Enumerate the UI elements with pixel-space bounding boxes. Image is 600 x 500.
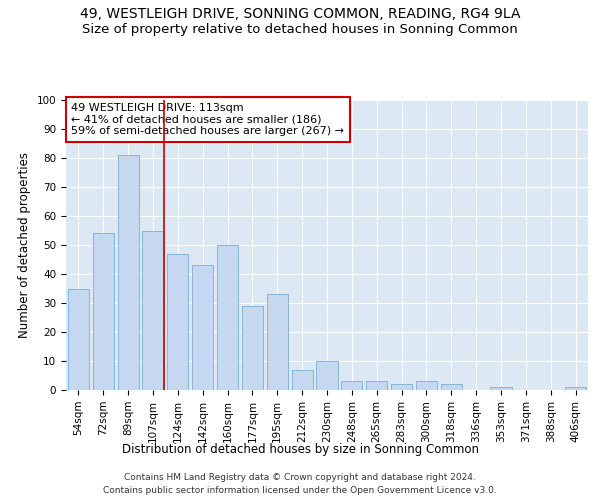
Bar bbox=[118, 155, 139, 390]
Bar bbox=[217, 245, 238, 390]
Bar bbox=[93, 234, 114, 390]
Bar bbox=[441, 384, 462, 390]
Text: Distribution of detached houses by size in Sonning Common: Distribution of detached houses by size … bbox=[121, 442, 479, 456]
Text: Size of property relative to detached houses in Sonning Common: Size of property relative to detached ho… bbox=[82, 22, 518, 36]
Bar bbox=[366, 382, 387, 390]
Bar bbox=[68, 288, 89, 390]
Bar bbox=[167, 254, 188, 390]
Bar bbox=[192, 266, 213, 390]
Text: Contains public sector information licensed under the Open Government Licence v3: Contains public sector information licen… bbox=[103, 486, 497, 495]
Bar bbox=[242, 306, 263, 390]
Bar bbox=[142, 230, 164, 390]
Text: 49, WESTLEIGH DRIVE, SONNING COMMON, READING, RG4 9LA: 49, WESTLEIGH DRIVE, SONNING COMMON, REA… bbox=[80, 8, 520, 22]
Bar bbox=[341, 382, 362, 390]
Bar bbox=[316, 361, 338, 390]
Bar bbox=[267, 294, 288, 390]
Text: 49 WESTLEIGH DRIVE: 113sqm
← 41% of detached houses are smaller (186)
59% of sem: 49 WESTLEIGH DRIVE: 113sqm ← 41% of deta… bbox=[71, 103, 344, 136]
Bar bbox=[490, 387, 512, 390]
Bar bbox=[416, 382, 437, 390]
Bar bbox=[292, 370, 313, 390]
Bar bbox=[391, 384, 412, 390]
Bar bbox=[565, 387, 586, 390]
Y-axis label: Number of detached properties: Number of detached properties bbox=[18, 152, 31, 338]
Text: Contains HM Land Registry data © Crown copyright and database right 2024.: Contains HM Land Registry data © Crown c… bbox=[124, 472, 476, 482]
